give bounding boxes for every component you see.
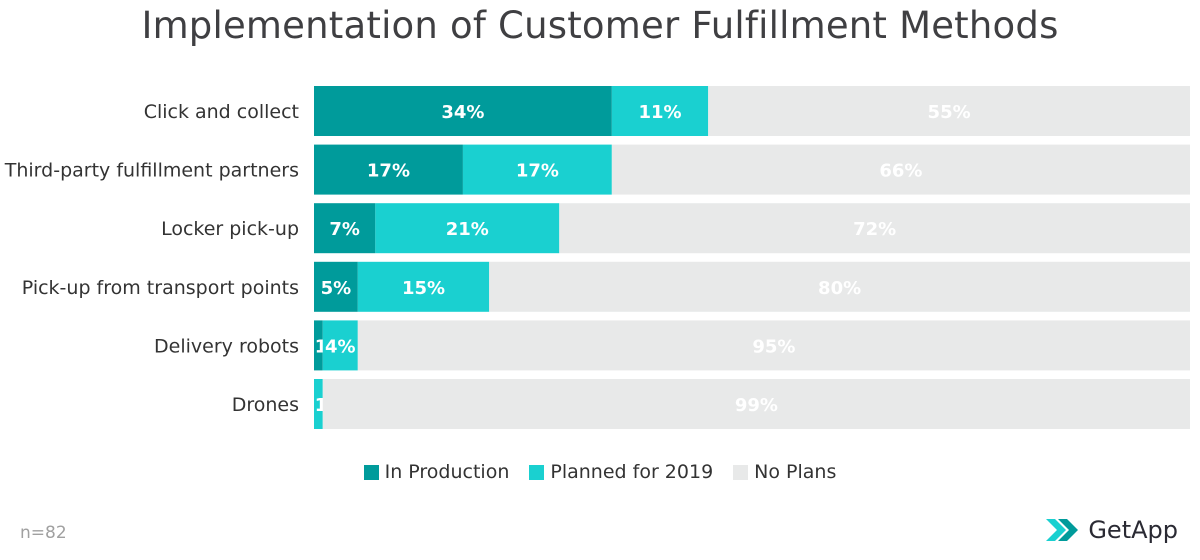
- value-label-no-plans-locker-pick-up: 72%: [853, 219, 896, 240]
- category-label-click-and-collect: Click and collect: [144, 101, 299, 123]
- value-label-no-plans-click-and-collect: 55%: [928, 102, 971, 123]
- bar-in-production-third-party-fulfillment-partners: [314, 144, 463, 195]
- bar-in-production-click-and-collect: [314, 86, 612, 136]
- value-label-no-plans-delivery-robots: 95%: [752, 336, 795, 357]
- legend-item-no-plans: No Plans: [733, 461, 836, 483]
- bar-no-plans-click-and-collect: [708, 86, 1190, 136]
- bar-in-production-pick-up-from-transport-points: [314, 261, 358, 312]
- category-label-pick-up-from-transport-points: Pick-up from transport points: [22, 277, 299, 299]
- bar-planned-for-2019-third-party-fulfillment-partners: [462, 144, 612, 195]
- value-label-in-production-click-and-collect: 34%: [441, 102, 484, 123]
- brand: GetApp: [1046, 516, 1178, 544]
- value-label-planned-for-2019-click-and-collect: 11%: [638, 102, 681, 123]
- bar-in-production-delivery-robots: [314, 320, 323, 371]
- stacked-bar-chart: Click and collect 34% 11% 55% Third-party fu…: [4, 86, 1190, 429]
- sample-size-note: n=82: [20, 523, 67, 543]
- legend-item-in-production: In Production: [363, 461, 510, 483]
- value-label-no-plans-pick-up-from-transport-points: 80%: [818, 278, 861, 299]
- legend-swatch-no-plans: [733, 464, 749, 480]
- chart-title: Implementation of Customer Fulfillment M…: [141, 4, 1059, 47]
- bar-in-production-locker-pick-up: [314, 203, 376, 254]
- brand-name: GetApp: [1088, 516, 1178, 544]
- value-label-no-plans-third-party-fulfillment-partners: 66%: [879, 161, 922, 182]
- legend-item-planned-for-2019: Planned for 2019: [529, 461, 713, 483]
- category-label-delivery-robots: Delivery robots: [154, 335, 299, 357]
- value-label-planned-for-2019-locker-pick-up: 21%: [446, 219, 489, 240]
- legend-label-in-production: In Production: [384, 461, 510, 483]
- bar-no-plans-third-party-fulfillment-partners: [611, 144, 1190, 195]
- value-label-no-plans-drones: 99%: [735, 395, 778, 416]
- bar-planned-for-2019-pick-up-from-transport-points: [357, 261, 490, 312]
- bar-no-plans-locker-pick-up: [559, 203, 1190, 254]
- value-label-in-production-third-party-fulfillment-partners: 17%: [367, 161, 410, 182]
- value-label-planned-for-2019-delivery-robots: 4%: [325, 336, 356, 357]
- bar-planned-for-2019-drones: [314, 379, 323, 429]
- bar-no-plans-pick-up-from-transport-points: [489, 261, 1190, 312]
- category-label-locker-pick-up: Locker pick-up: [161, 218, 299, 240]
- legend: In Production Planned for 2019 No Plans: [0, 461, 1200, 483]
- legend-swatch-planned-for-2019: [529, 464, 545, 480]
- legend-swatch-in-production: [363, 464, 379, 480]
- value-label-in-production-pick-up-from-transport-points: 5%: [321, 278, 352, 299]
- bar-planned-for-2019-click-and-collect: [611, 86, 709, 136]
- bar-no-plans-drones: [322, 379, 1190, 429]
- value-label-planned-for-2019-third-party-fulfillment-partners: 17%: [516, 161, 559, 182]
- legend-label-no-plans: No Plans: [754, 461, 837, 483]
- category-label-third-party-fulfillment-partners: Third-party fulfillment partners: [4, 160, 299, 182]
- bar-no-plans-delivery-robots: [357, 320, 1190, 371]
- getapp-logo-icon: [1046, 519, 1079, 541]
- legend-label-planned-for-2019: Planned for 2019: [550, 461, 714, 483]
- bar-planned-for-2019-locker-pick-up: [375, 203, 560, 254]
- category-label-drones: Drones: [232, 394, 299, 416]
- value-label-planned-for-2019-pick-up-from-transport-points: 15%: [402, 278, 445, 299]
- value-label-in-production-locker-pick-up: 7%: [329, 219, 360, 240]
- bar-planned-for-2019-delivery-robots: [322, 320, 358, 371]
